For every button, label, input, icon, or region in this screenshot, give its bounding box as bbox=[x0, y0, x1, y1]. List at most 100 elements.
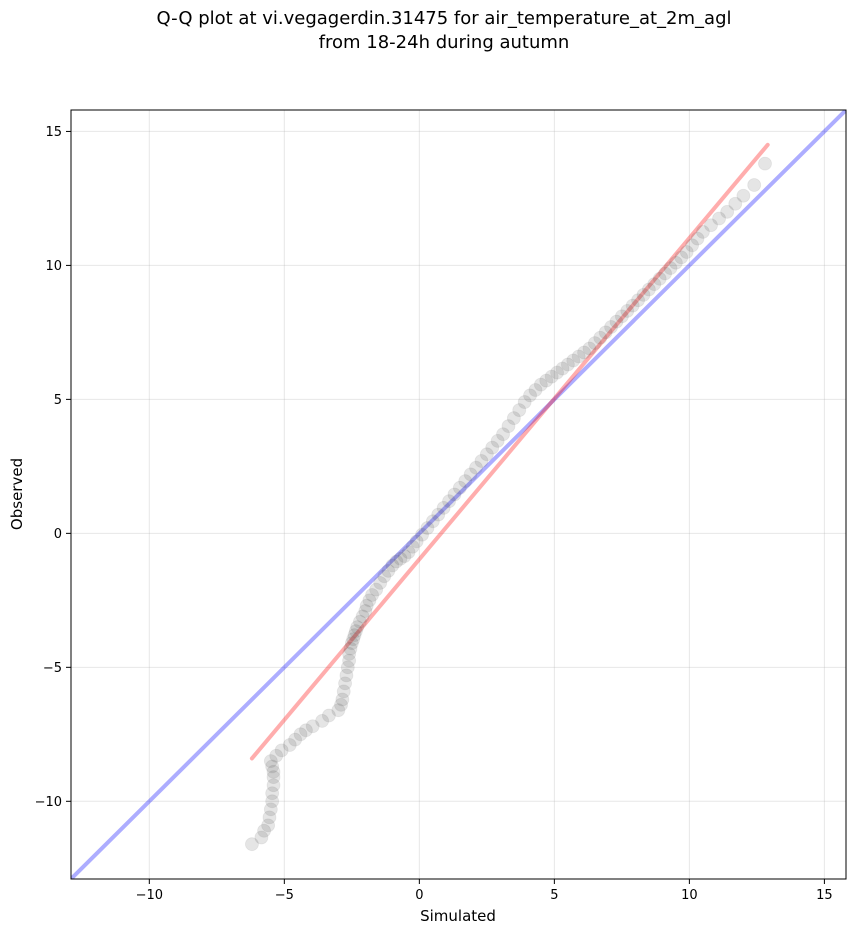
data-point bbox=[447, 487, 462, 502]
data-point bbox=[690, 231, 705, 246]
x-tick-label: 5 bbox=[550, 888, 558, 903]
data-point bbox=[463, 467, 478, 482]
data-point bbox=[305, 719, 320, 734]
data-point bbox=[663, 261, 678, 275]
data-point bbox=[625, 298, 640, 313]
data-point bbox=[582, 341, 597, 356]
data-point bbox=[474, 454, 489, 468]
data-point bbox=[355, 609, 370, 624]
data-point bbox=[348, 624, 363, 639]
data-point bbox=[346, 632, 361, 647]
data-point bbox=[458, 474, 473, 489]
data-point bbox=[299, 723, 313, 738]
data-point bbox=[442, 494, 456, 509]
data-point bbox=[336, 684, 351, 699]
data-point bbox=[347, 628, 362, 643]
y-axis-label: Observed bbox=[8, 458, 26, 530]
y-tick-label: −5 bbox=[43, 661, 62, 676]
data-point bbox=[369, 582, 384, 597]
data-point bbox=[720, 204, 735, 219]
data-point bbox=[436, 500, 451, 515]
data-point bbox=[266, 764, 281, 779]
data-point bbox=[647, 277, 662, 292]
data-point bbox=[350, 620, 365, 635]
data-point bbox=[409, 534, 424, 549]
y-tick-label: 5 bbox=[54, 393, 62, 408]
data-point bbox=[315, 714, 330, 728]
data-point bbox=[385, 558, 400, 573]
data-point bbox=[479, 447, 494, 462]
data-point bbox=[593, 330, 608, 345]
data-point bbox=[758, 156, 772, 171]
data-point bbox=[523, 388, 537, 403]
data-point bbox=[265, 794, 280, 809]
y-tick-label: 10 bbox=[45, 259, 62, 274]
data-point bbox=[712, 211, 726, 226]
x-tick-label: 10 bbox=[681, 888, 698, 903]
y-tick-label: 0 bbox=[54, 527, 62, 542]
data-point bbox=[679, 245, 694, 259]
data-point bbox=[254, 830, 269, 845]
fit-line bbox=[249, 142, 770, 761]
data-point bbox=[415, 527, 429, 542]
axis-ticks: −10 −5 0 5 10 15 −10 −5 0 5 10 15 bbox=[35, 125, 833, 903]
data-point bbox=[577, 345, 591, 360]
data-point bbox=[604, 320, 618, 334]
data-point bbox=[501, 419, 516, 434]
data-point bbox=[571, 349, 586, 364]
data-point bbox=[544, 369, 559, 384]
data-point bbox=[652, 271, 667, 286]
data-point bbox=[704, 218, 718, 233]
data-point bbox=[636, 287, 651, 302]
data-point bbox=[334, 697, 348, 712]
x-tick-label: −10 bbox=[136, 888, 163, 903]
data-point bbox=[262, 810, 277, 825]
data-point bbox=[641, 282, 656, 297]
x-tick-label: 0 bbox=[415, 888, 423, 903]
data-point bbox=[358, 604, 373, 618]
plot-frame bbox=[70, 109, 847, 880]
data-point bbox=[512, 403, 527, 417]
data-point bbox=[373, 576, 388, 590]
data-point bbox=[266, 778, 281, 793]
data-point bbox=[490, 434, 505, 448]
data-point bbox=[620, 304, 635, 318]
data-point bbox=[343, 641, 358, 656]
data-point bbox=[335, 692, 350, 707]
data-point bbox=[342, 647, 357, 661]
data-point bbox=[282, 738, 297, 752]
data-point bbox=[377, 569, 392, 584]
data-point bbox=[668, 255, 683, 270]
data-point bbox=[389, 554, 404, 569]
data-point bbox=[245, 837, 259, 852]
data-point bbox=[393, 551, 408, 566]
data-point bbox=[321, 708, 336, 723]
data-point bbox=[539, 373, 554, 388]
data-point bbox=[469, 460, 483, 475]
data-point bbox=[598, 325, 613, 340]
data-point bbox=[420, 521, 435, 535]
data-point bbox=[506, 411, 521, 426]
data-point bbox=[359, 598, 374, 613]
data-point bbox=[263, 754, 278, 769]
y-tick-label: 15 bbox=[45, 125, 62, 140]
x-tick-label: −5 bbox=[275, 888, 294, 903]
data-point bbox=[401, 545, 416, 560]
data-point bbox=[695, 225, 710, 239]
data-point bbox=[587, 336, 602, 351]
data-point bbox=[274, 743, 289, 758]
data-point bbox=[261, 818, 276, 833]
data-point bbox=[614, 309, 629, 324]
data-point bbox=[397, 549, 412, 564]
data-point bbox=[609, 314, 624, 329]
data-point bbox=[293, 727, 308, 742]
data-point bbox=[263, 802, 278, 817]
data-point bbox=[485, 440, 500, 455]
data-point bbox=[257, 823, 271, 838]
identity-line bbox=[71, 110, 846, 879]
data-point bbox=[496, 427, 510, 442]
grid bbox=[71, 110, 846, 879]
data-point bbox=[342, 653, 357, 668]
